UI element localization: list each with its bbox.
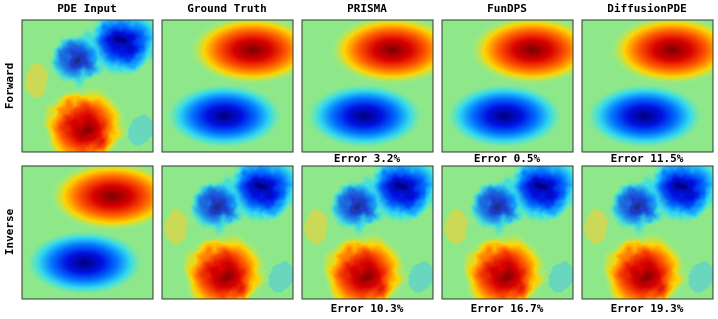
error-label: Error 11.5%: [611, 152, 684, 165]
heatmap: [582, 20, 713, 152]
panel-border: [441, 19, 574, 153]
column-header: Ground Truth: [187, 2, 266, 15]
heatmap: [442, 20, 573, 152]
error-label: Error 16.7%: [471, 302, 544, 315]
heatmap: [442, 154, 585, 317]
panel-border: [21, 19, 154, 153]
heatmap: [162, 20, 293, 152]
panel-grid: [21, 8, 718, 317]
heatmap: [582, 154, 718, 317]
column-header: DiffusionPDE: [607, 2, 686, 15]
heatmap: [302, 20, 433, 152]
error-label: Error 19.3%: [611, 302, 684, 315]
panel-border: [161, 19, 294, 153]
column-header: PDE Input: [57, 2, 117, 15]
row-label: Forward: [3, 63, 16, 109]
panel-border: [21, 165, 154, 300]
row-label: Inverse: [3, 208, 16, 255]
panel-border: [301, 165, 434, 300]
heatmap: [22, 166, 153, 299]
error-label: Error 3.2%: [334, 152, 401, 165]
panel-border: [441, 165, 574, 300]
column-header: FunDPS: [487, 2, 527, 15]
panel-border: [581, 19, 714, 153]
heatmap: [162, 154, 305, 317]
heatmap: [23, 8, 165, 170]
error-label: Error 0.5%: [474, 152, 541, 165]
panel-border: [301, 19, 434, 153]
panel-border: [581, 165, 714, 300]
panel-border: [161, 165, 294, 300]
heatmap: [302, 154, 445, 317]
error-label: Error 10.3%: [331, 302, 404, 315]
column-header: PRISMA: [347, 2, 387, 15]
